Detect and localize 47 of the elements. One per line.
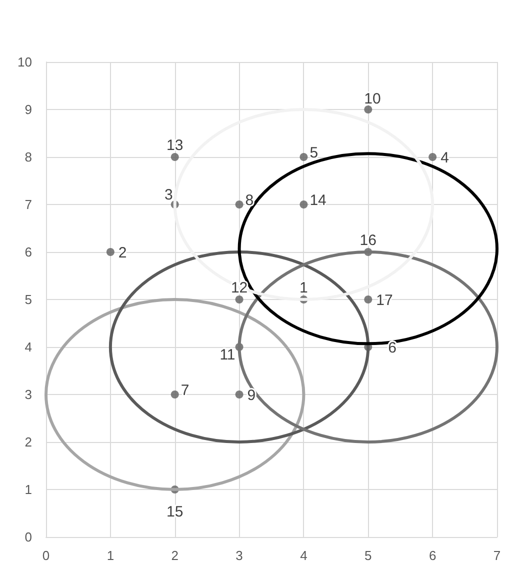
y-tick-label: 4 xyxy=(24,340,32,354)
y-tick-label: 1 xyxy=(24,482,32,497)
annotation: 12 xyxy=(230,280,248,296)
annotation: 16 xyxy=(360,232,376,249)
y-tick-label: 10 xyxy=(18,54,32,70)
y-tick-label: 9 xyxy=(24,102,32,117)
point xyxy=(106,248,114,256)
y-tick-label: 6 xyxy=(24,244,32,260)
annotation: 10 xyxy=(364,90,381,108)
point xyxy=(170,153,179,161)
annotation: 6 xyxy=(388,340,396,356)
y-tick-label: 8 xyxy=(24,150,32,164)
point xyxy=(235,296,244,304)
y-tick-label: 7 xyxy=(24,197,32,212)
point xyxy=(300,153,308,161)
y-tick-label: 3 xyxy=(24,387,32,402)
point xyxy=(235,390,244,398)
x-tick-label: 0 xyxy=(42,548,50,563)
x-tick-label: 3 xyxy=(236,548,243,563)
point xyxy=(235,200,244,208)
annotation: 3 xyxy=(164,186,173,204)
x-tick-label: 6 xyxy=(428,548,436,563)
x-tick-label: 7 xyxy=(493,548,501,563)
annotation: 9 xyxy=(247,387,256,404)
annotation: 5 xyxy=(310,144,318,162)
point xyxy=(300,200,308,208)
x-tick-label: 2 xyxy=(171,548,178,563)
x-tick-label: 1 xyxy=(106,548,114,563)
point xyxy=(364,296,372,304)
annotation: 8 xyxy=(245,192,254,209)
y-tick-label: 0 xyxy=(24,530,32,544)
point xyxy=(364,106,372,114)
annotation: 13 xyxy=(166,137,184,154)
annotation: 2 xyxy=(118,244,127,262)
annotation: 17 xyxy=(376,292,393,309)
point xyxy=(170,390,179,398)
point xyxy=(428,153,437,161)
x-tick-label: 4 xyxy=(300,548,308,563)
annotation: 7 xyxy=(180,382,190,399)
annotation: 15 xyxy=(166,504,184,520)
annotation: 11 xyxy=(220,346,236,364)
annotation: 14 xyxy=(310,192,326,209)
y-tick-label: 2 xyxy=(24,434,32,450)
x-tick-label: 5 xyxy=(364,548,372,563)
annotation: 1 xyxy=(300,280,308,296)
y-tick-label: 5 xyxy=(24,292,32,307)
annotation: 4 xyxy=(440,150,449,166)
